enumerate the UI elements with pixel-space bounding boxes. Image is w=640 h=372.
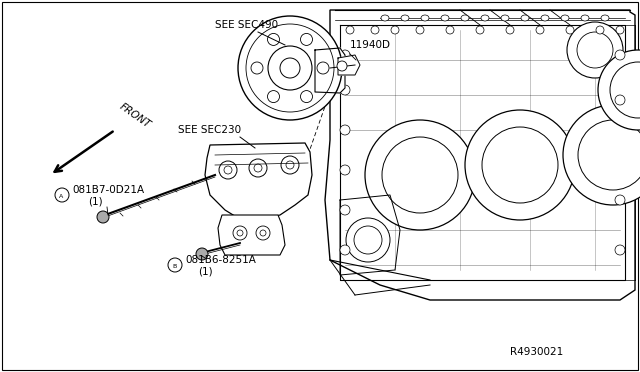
Ellipse shape	[391, 26, 399, 34]
Ellipse shape	[280, 58, 300, 78]
Ellipse shape	[615, 245, 625, 255]
Ellipse shape	[301, 90, 312, 103]
Ellipse shape	[340, 165, 350, 175]
Ellipse shape	[340, 125, 350, 135]
Ellipse shape	[346, 218, 390, 262]
Ellipse shape	[567, 22, 623, 78]
Ellipse shape	[268, 90, 280, 103]
Ellipse shape	[421, 15, 429, 21]
Ellipse shape	[446, 26, 454, 34]
Ellipse shape	[233, 226, 247, 240]
Ellipse shape	[615, 195, 625, 205]
Ellipse shape	[401, 15, 409, 21]
Ellipse shape	[256, 226, 270, 240]
Text: (1): (1)	[88, 196, 102, 206]
Ellipse shape	[249, 159, 267, 177]
Ellipse shape	[476, 26, 484, 34]
Ellipse shape	[381, 15, 389, 21]
Ellipse shape	[615, 95, 625, 105]
Ellipse shape	[598, 50, 640, 130]
Ellipse shape	[196, 248, 208, 260]
Ellipse shape	[317, 62, 329, 74]
Ellipse shape	[506, 26, 514, 34]
Ellipse shape	[601, 15, 609, 21]
Text: A: A	[59, 194, 63, 199]
Ellipse shape	[268, 46, 312, 90]
Ellipse shape	[168, 258, 182, 272]
Text: 11940D: 11940D	[350, 40, 391, 50]
Ellipse shape	[340, 205, 350, 215]
Ellipse shape	[382, 137, 458, 213]
Polygon shape	[315, 48, 345, 93]
Ellipse shape	[441, 15, 449, 21]
Ellipse shape	[371, 26, 379, 34]
Ellipse shape	[237, 230, 243, 236]
Ellipse shape	[251, 62, 263, 74]
Ellipse shape	[346, 26, 354, 34]
Ellipse shape	[481, 15, 489, 21]
Ellipse shape	[578, 120, 640, 190]
Ellipse shape	[55, 188, 69, 202]
Ellipse shape	[616, 26, 624, 34]
Ellipse shape	[286, 161, 294, 169]
Text: R4930021: R4930021	[510, 347, 563, 357]
Ellipse shape	[340, 85, 350, 95]
Text: (1): (1)	[198, 266, 212, 276]
Text: 081B6-8251A: 081B6-8251A	[185, 255, 256, 265]
Ellipse shape	[301, 33, 312, 45]
Ellipse shape	[246, 24, 334, 112]
Ellipse shape	[541, 15, 549, 21]
Ellipse shape	[337, 61, 347, 71]
Ellipse shape	[482, 127, 558, 203]
Ellipse shape	[596, 26, 604, 34]
Text: B: B	[172, 264, 176, 269]
Ellipse shape	[561, 15, 569, 21]
Text: SEE SEC490: SEE SEC490	[215, 20, 278, 30]
Polygon shape	[218, 215, 285, 255]
Ellipse shape	[340, 245, 350, 255]
Ellipse shape	[536, 26, 544, 34]
Ellipse shape	[577, 32, 613, 68]
Ellipse shape	[563, 105, 640, 205]
Ellipse shape	[340, 50, 350, 60]
Ellipse shape	[501, 15, 509, 21]
Ellipse shape	[260, 230, 266, 236]
Ellipse shape	[461, 15, 469, 21]
Ellipse shape	[268, 33, 280, 45]
Ellipse shape	[219, 161, 237, 179]
Polygon shape	[205, 143, 312, 220]
Polygon shape	[338, 55, 360, 75]
Ellipse shape	[465, 110, 575, 220]
Ellipse shape	[521, 15, 529, 21]
Text: 081B7-0D21A: 081B7-0D21A	[72, 185, 144, 195]
Ellipse shape	[365, 120, 475, 230]
Ellipse shape	[254, 164, 262, 172]
Text: FRONT: FRONT	[118, 102, 153, 130]
Ellipse shape	[581, 15, 589, 21]
Ellipse shape	[566, 26, 574, 34]
Text: SEE SEC230: SEE SEC230	[178, 125, 241, 135]
Polygon shape	[325, 10, 635, 300]
Ellipse shape	[354, 226, 382, 254]
Ellipse shape	[97, 211, 109, 223]
Ellipse shape	[281, 156, 299, 174]
Ellipse shape	[610, 62, 640, 118]
Ellipse shape	[224, 166, 232, 174]
Ellipse shape	[615, 50, 625, 60]
Ellipse shape	[416, 26, 424, 34]
Ellipse shape	[238, 16, 342, 120]
